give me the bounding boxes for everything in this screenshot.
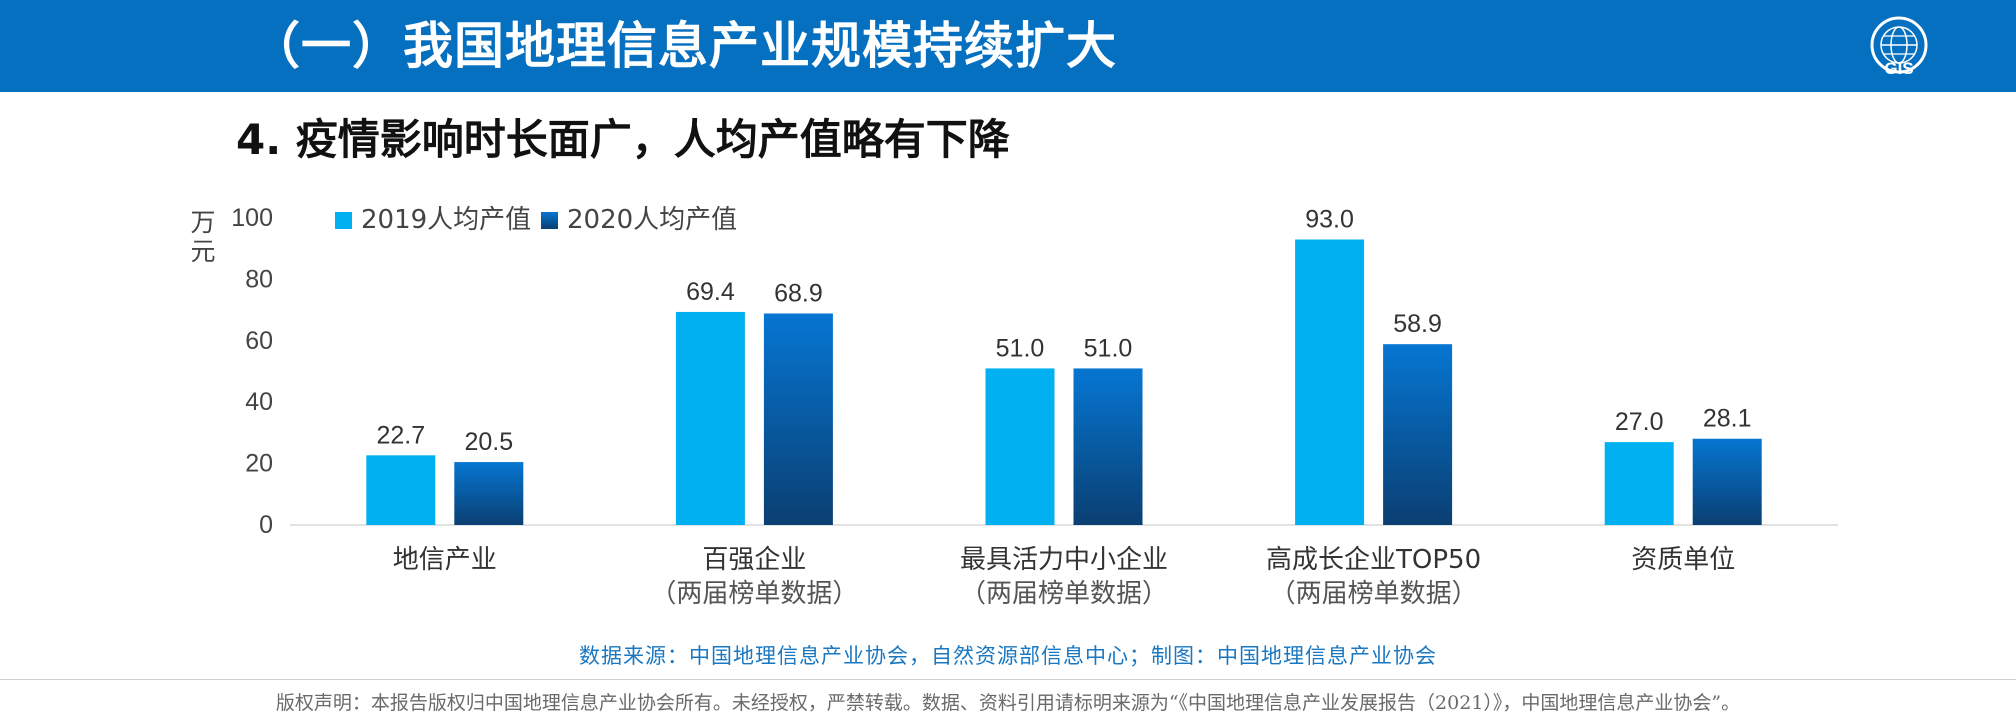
category-label: 资质单位: [1631, 545, 1735, 575]
header-bar: （一）我国地理信息产业规模持续扩大 GIS: [0, 0, 2016, 92]
category-label: （两届榜单数据）: [960, 579, 1168, 609]
bar-2019: [1604, 442, 1674, 525]
bar-2020: [454, 462, 524, 525]
y-tick-label: 40: [245, 388, 273, 416]
gis-logo-icon: GIS: [1870, 16, 1928, 78]
legend-swatch: [541, 212, 558, 229]
y-axis-label: 元: [190, 237, 215, 266]
section-subtitle: 4. 疫情影响时长面广，人均产值略有下降: [236, 115, 1010, 164]
data-label: 27.0: [1615, 408, 1664, 436]
category-label: 最具活力中小企业: [960, 545, 1168, 575]
data-label: 22.7: [376, 421, 425, 449]
category-label: 百强企业: [702, 545, 806, 575]
bar-2019: [985, 368, 1055, 525]
y-tick-label: 20: [245, 450, 273, 478]
copyright-notice: 版权声明：本报告版权归中国地理信息产业协会所有。未经授权，严禁转载。数据、资料引…: [275, 692, 1741, 714]
data-label: 93.0: [1305, 205, 1354, 233]
data-source-note: 数据来源：中国地理信息产业协会，自然资源部信息中心；制图：中国地理信息产业协会: [579, 644, 1437, 668]
y-tick-label: 0: [259, 511, 273, 539]
data-label: 20.5: [464, 428, 513, 456]
bar-2020: [1692, 438, 1762, 525]
bar-chart: 0 20 40 60 80 100 万元 22.7 20.5 地信产业 69.4 68.9 百强企业 （两…: [190, 204, 1838, 609]
y-tick-label: 100: [231, 204, 273, 232]
y-axis-label: 万: [190, 208, 215, 237]
logo-text: GIS: [1884, 59, 1913, 78]
bar-2019: [366, 455, 436, 525]
category-label: 地信产业: [393, 545, 497, 575]
data-label: 51.0: [1084, 334, 1133, 362]
data-label: 69.4: [686, 278, 735, 306]
bar-2020: [763, 313, 833, 525]
legend-label: 2020人均产值: [567, 205, 737, 235]
page-title: （一）我国地理信息产业规模持续扩大: [250, 17, 1117, 75]
footer-divider: [0, 679, 2016, 680]
y-tick-label: 80: [245, 265, 273, 293]
bar-2019: [675, 311, 745, 525]
category-label: （两届榜单数据）: [1270, 579, 1478, 609]
data-label: 51.0: [996, 334, 1045, 362]
data-label: 68.9: [774, 279, 823, 307]
legend-swatch: [335, 212, 352, 229]
y-tick-label: 60: [245, 327, 273, 355]
legend-label: 2019人均产值: [361, 205, 531, 235]
bar-2020: [1073, 368, 1143, 525]
bar-2020: [1383, 344, 1453, 525]
category-label: 高成长企业TOP50: [1266, 545, 1481, 575]
data-label: 28.1: [1703, 405, 1752, 433]
data-label: 58.9: [1393, 310, 1442, 338]
category-label: （两届榜单数据）: [650, 579, 858, 609]
bar-2019: [1295, 239, 1365, 526]
